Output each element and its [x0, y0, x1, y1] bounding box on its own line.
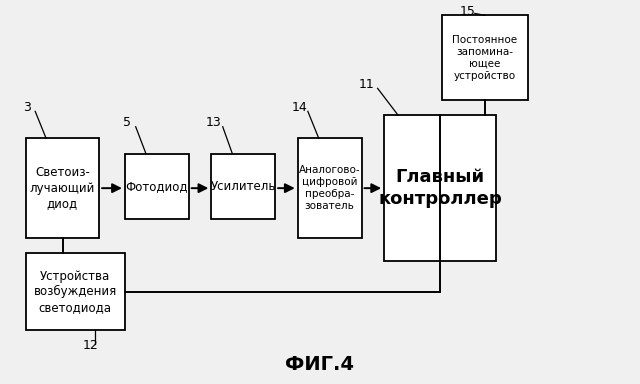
- Text: 3: 3: [23, 101, 31, 114]
- Text: 11: 11: [359, 78, 374, 91]
- Bar: [298, 138, 362, 238]
- Text: Усилитель: Усилитель: [211, 180, 276, 193]
- Text: Главный
контроллер: Главный контроллер: [378, 169, 502, 208]
- Text: 13: 13: [205, 116, 221, 129]
- Text: Постоянное
запомина-
ющее
устройство: Постоянное запомина- ющее устройство: [452, 35, 517, 81]
- Text: 14: 14: [292, 101, 307, 114]
- Text: 12: 12: [83, 339, 99, 352]
- Text: ФИГ.4: ФИГ.4: [285, 355, 355, 374]
- Text: Аналогово-
цифровой
преобра-
зователь: Аналогово- цифровой преобра- зователь: [299, 165, 360, 211]
- Text: 15: 15: [460, 5, 475, 18]
- Text: 5: 5: [123, 116, 131, 129]
- Bar: [442, 15, 528, 100]
- Bar: [384, 115, 496, 261]
- Bar: [26, 138, 99, 238]
- Text: Светоиз-
лучающий
диод: Светоиз- лучающий диод: [29, 166, 95, 210]
- Bar: [125, 154, 189, 219]
- Text: Устройства
возбуждения
светодиода: Устройства возбуждения светодиода: [33, 270, 117, 314]
- Bar: [26, 253, 125, 330]
- Text: Фотодиод: Фотодиод: [125, 180, 188, 193]
- Bar: [211, 154, 275, 219]
